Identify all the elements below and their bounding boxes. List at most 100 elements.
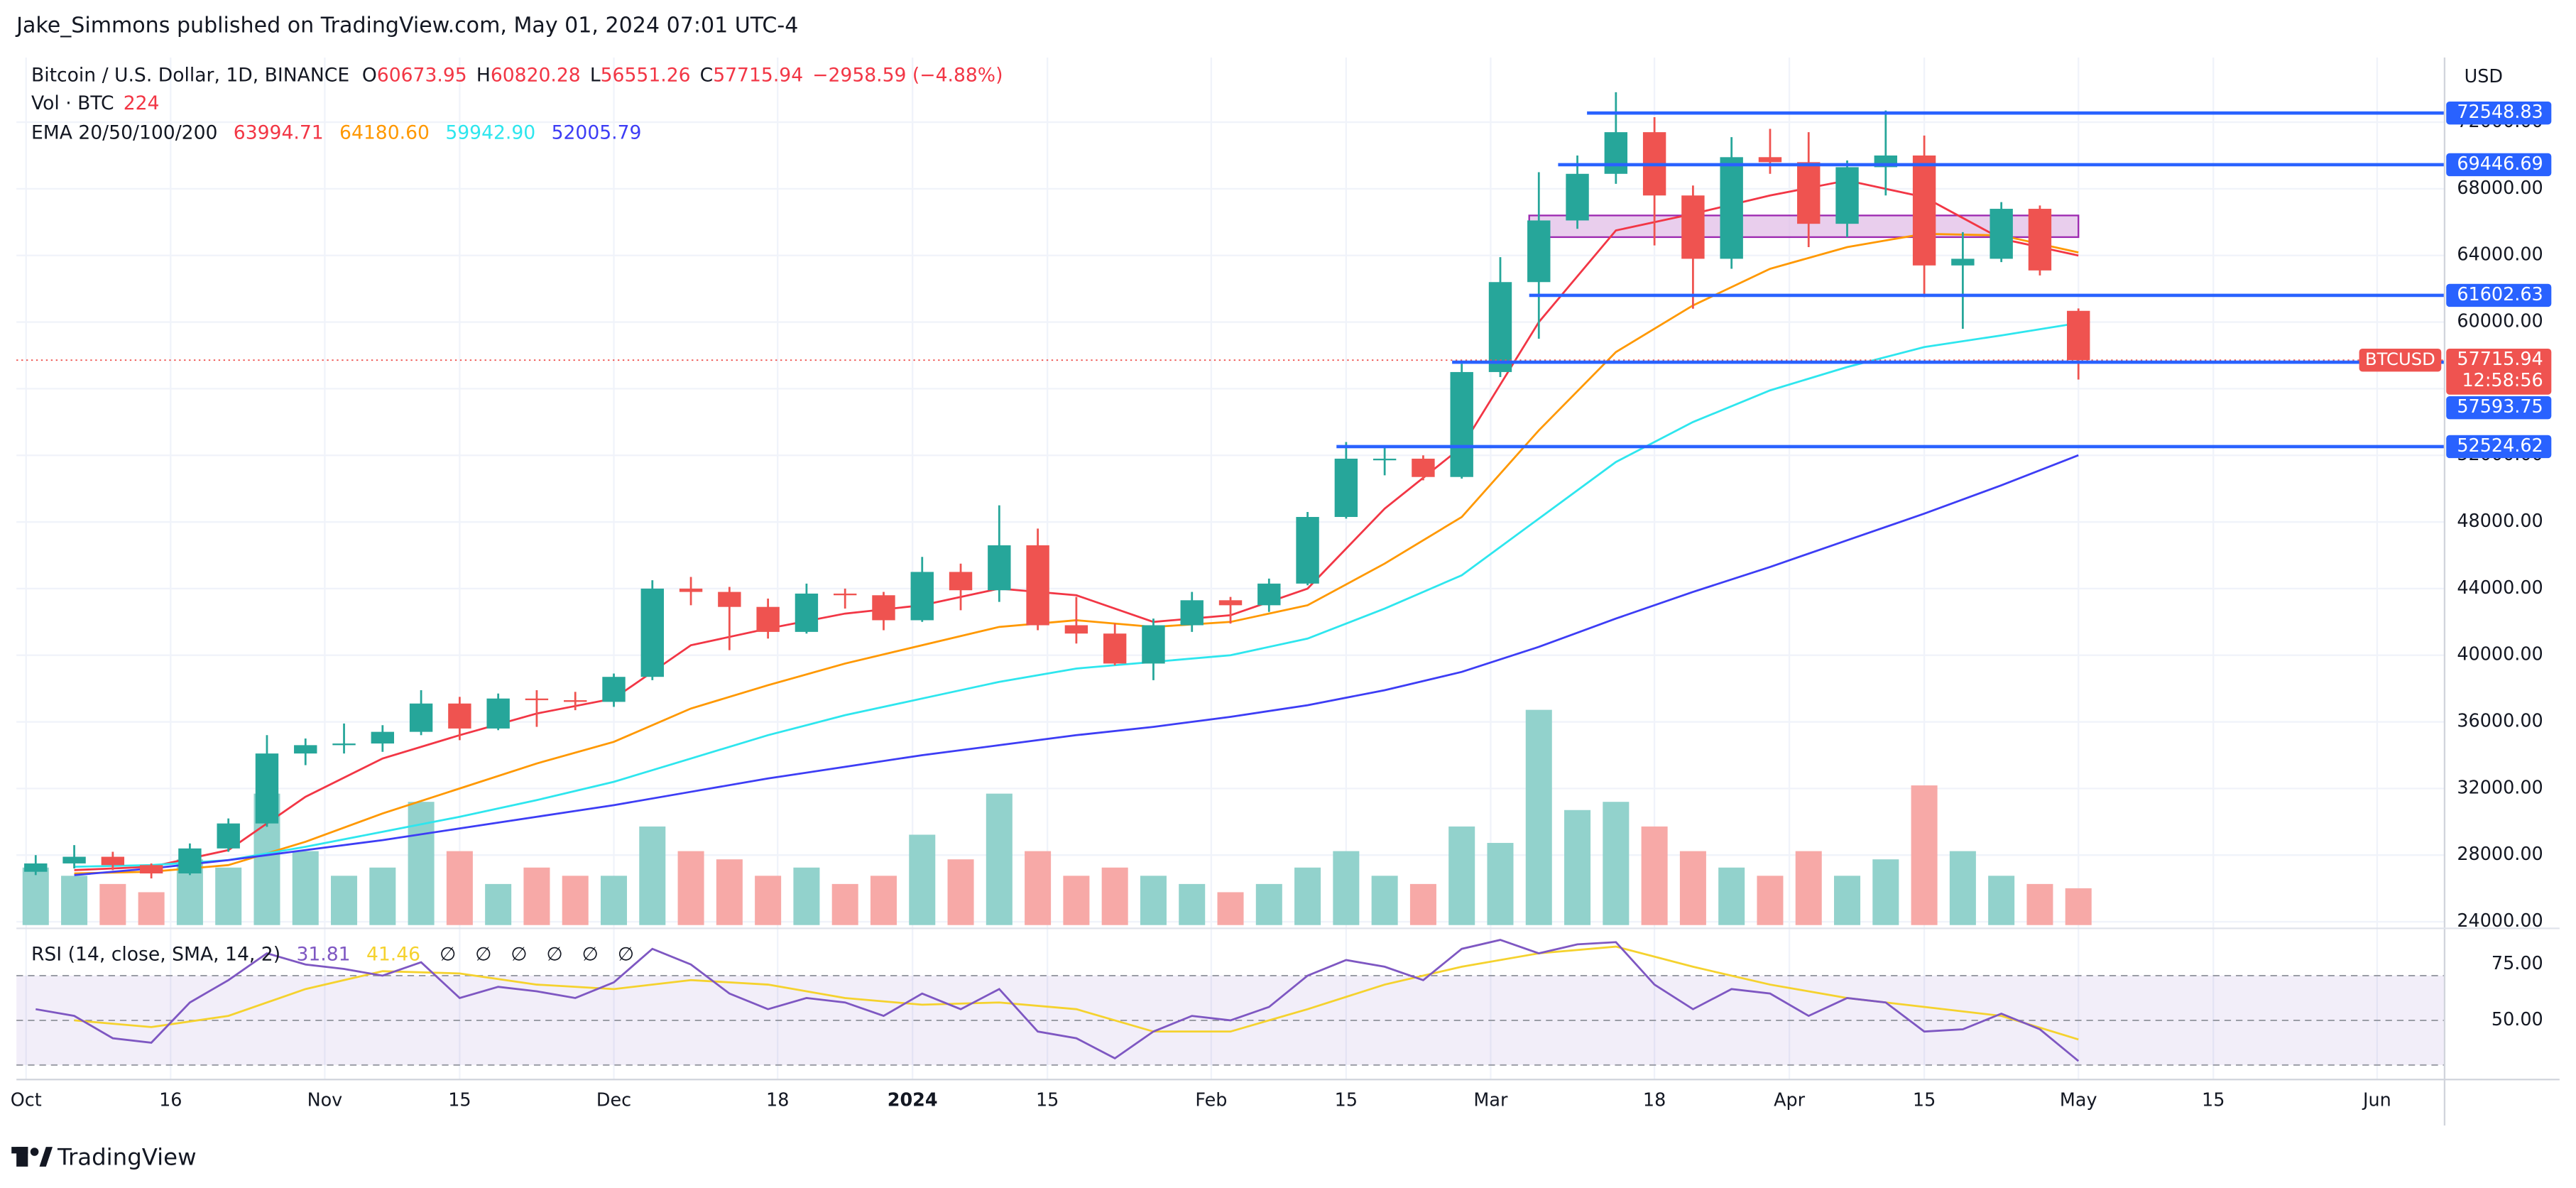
levels	[16, 111, 2445, 449]
volume-value: 224	[124, 92, 160, 114]
volume-bar	[408, 802, 435, 925]
candle-body	[1142, 625, 1165, 664]
volume	[22, 709, 2092, 925]
logo-part	[39, 1147, 53, 1167]
ema-value: 63994.71	[234, 121, 324, 143]
volume-bar	[523, 867, 550, 925]
volume-bar	[369, 867, 396, 925]
level-tag: 52524.62	[2457, 435, 2543, 457]
na-value: ∅	[511, 943, 527, 965]
candle-body	[602, 677, 626, 702]
candle-body	[1912, 155, 1936, 266]
x-tick-label: 18	[766, 1089, 789, 1111]
y-tick-label: 40000.00	[2457, 644, 2543, 665]
volume-bar	[1911, 785, 1938, 925]
symbol-tag: BTCUSD	[2365, 349, 2435, 369]
volume-bar	[831, 883, 858, 925]
candle-body	[910, 572, 934, 621]
x-tick-label: Nov	[307, 1089, 343, 1111]
rsi-sma-line	[74, 945, 2079, 1041]
volume-bar	[61, 876, 88, 925]
volume-bar	[870, 876, 897, 925]
candle-body	[1720, 157, 1743, 259]
candle-body	[1026, 545, 1049, 626]
ohlc-letter: O	[362, 64, 377, 86]
level-tag: 57593.75	[2457, 396, 2543, 418]
volume-legend: Vol · BTC 224	[31, 92, 160, 114]
volume-bar	[1718, 867, 1745, 925]
volume-bar	[1448, 826, 1475, 925]
ema-value: 59942.90	[445, 121, 535, 143]
volume-title: Vol · BTC	[31, 92, 114, 114]
volume-bar	[562, 876, 589, 925]
na-value: ∅	[475, 943, 491, 965]
volume-bar	[1603, 802, 1630, 925]
ema-value: 52005.79	[552, 121, 642, 143]
candle-body	[448, 703, 471, 729]
logo-part	[30, 1148, 39, 1156]
volume-bar	[1140, 876, 1167, 925]
volume-bar	[716, 859, 743, 925]
rsi-sma-value: 41.46	[366, 943, 420, 965]
x-tick-label: Jun	[2362, 1089, 2391, 1111]
level-tag-bg	[2446, 396, 2552, 420]
volume-bar	[1217, 892, 1244, 925]
x-tick-label: 2024	[888, 1089, 938, 1111]
candle-body	[1990, 209, 2013, 259]
candle-body	[1604, 132, 1628, 174]
level-tag-bg	[2446, 153, 2552, 177]
volume-bar	[331, 876, 358, 925]
rsi-title: RSI (14, close, SMA, 14, 2)	[31, 943, 280, 965]
x-tick-label: 15	[448, 1089, 471, 1111]
candle-body	[1064, 625, 1088, 634]
volume-bar	[1834, 876, 1861, 925]
y-tick-label: 68000.00	[2457, 178, 2543, 199]
candle-body	[178, 848, 202, 874]
y-tick-label: 60000.00	[2457, 311, 2543, 332]
symbol-legend: Bitcoin / U.S. Dollar, 1D, BINANCE O6067…	[31, 64, 1003, 86]
candle-body	[1296, 517, 1319, 584]
volume-bar	[1641, 826, 1668, 925]
x-tick-label: Apr	[1774, 1089, 1806, 1111]
candle-body	[756, 606, 780, 632]
volume-bar	[639, 826, 666, 925]
volume-bar	[2065, 888, 2092, 925]
candle-body	[1951, 258, 1975, 266]
na-value: ∅	[547, 943, 563, 965]
volume-bar	[1025, 851, 1052, 925]
level-tag: 61602.63	[2457, 284, 2543, 305]
candle-body	[1566, 173, 1589, 221]
candle-body	[1835, 167, 1859, 224]
candle-body	[255, 753, 279, 824]
candle-body	[409, 703, 433, 732]
y-tick-label: 64000.00	[2457, 244, 2543, 266]
logo-part	[11, 1147, 28, 1154]
level-tag-bg	[2446, 283, 2552, 307]
candle-body	[2028, 209, 2052, 271]
volume-bar	[793, 867, 820, 925]
candle-body	[525, 698, 549, 701]
ohlc-letter: C	[700, 64, 714, 86]
symbol: Bitcoin / U.S. Dollar, 1D, BINANCE	[31, 64, 349, 86]
candle-body	[24, 863, 48, 872]
volume-bar	[600, 876, 628, 925]
rsi-tick-label: 50.00	[2492, 1009, 2543, 1030]
volume-bar	[138, 892, 165, 925]
volume-bar	[485, 883, 512, 925]
rsi-tick-label: 75.00	[2492, 953, 2543, 974]
close-value: 57715.94	[713, 64, 803, 86]
volume-bar	[22, 867, 49, 925]
candle-body	[640, 588, 664, 677]
volume-bar	[1409, 883, 1436, 925]
y-tick-label: 36000.00	[2457, 711, 2543, 732]
volume-bar	[99, 883, 126, 925]
volume-bar	[986, 793, 1013, 925]
rsi-line	[36, 939, 2080, 1062]
candle-body	[988, 545, 1011, 591]
x-tick-label: Mar	[1473, 1089, 1508, 1111]
na-value: ∅	[582, 943, 599, 965]
brand: TradingView	[57, 1143, 197, 1170]
rsi-value: 31.81	[296, 943, 350, 965]
price-tag: 57715.94	[2457, 349, 2543, 370]
candle-body	[1180, 600, 1204, 626]
